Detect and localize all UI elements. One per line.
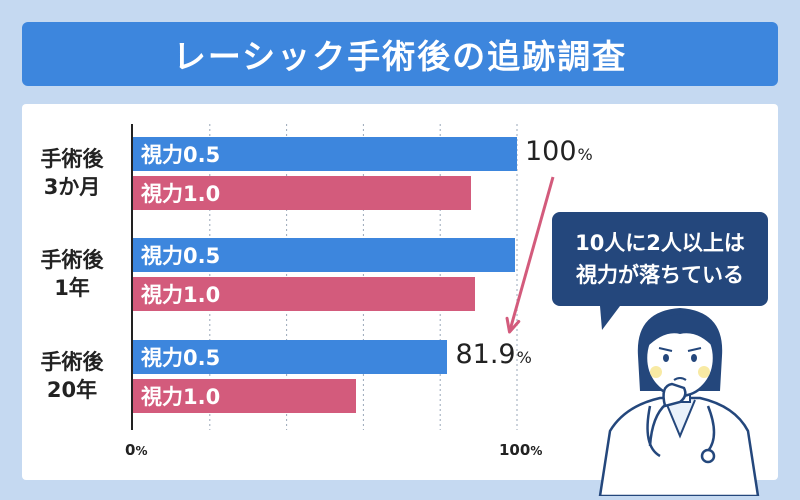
group-label-line: 手術後 (40, 350, 104, 374)
tick-unit: % (135, 444, 148, 458)
group-label-line: 1年 (54, 276, 90, 300)
bar-label: 視力0.5 (141, 143, 221, 167)
lab-coat (598, 396, 760, 496)
arrow-line (508, 176, 555, 333)
tick-unit: % (530, 444, 543, 458)
doctor-illustration (598, 306, 760, 496)
callout-line-1: 10人に2人以上は (575, 231, 745, 255)
bar-vision-10: 視力1.0 (133, 379, 356, 413)
group-label: 手術後 20年 (22, 348, 122, 404)
bar-label: 視力1.0 (141, 283, 221, 307)
bar-vision-10: 視力1.0 (133, 176, 471, 210)
value-annotation: 81.9% (455, 339, 531, 370)
value-annotation: 100% (525, 136, 593, 167)
chart-title: レーシック手術後の追跡調査 (172, 37, 628, 76)
x-tick-label: 100% (499, 441, 542, 459)
bar-vision-05: 視力0.5 (133, 340, 448, 374)
bar-label: 視力0.5 (141, 244, 221, 268)
bar-vision-05: 視力0.5 (133, 238, 516, 272)
callout-bubble: 10人に2人以上は 視力が落ちている (552, 212, 768, 306)
bar-label: 視力1.0 (141, 385, 221, 409)
group-label-line: 手術後 (40, 147, 104, 171)
stethoscope-icon (646, 405, 661, 458)
bar-vision-05: 視力0.5 (133, 137, 517, 171)
tick-number: 0 (125, 441, 136, 459)
title-banner: レーシック手術後の追跡調査 (22, 22, 778, 86)
bar-label: 視力0.5 (141, 346, 221, 370)
x-tick-label: 0% (125, 441, 147, 459)
group-label-line: 3か月 (43, 175, 101, 199)
arrow-head-icon (505, 316, 521, 334)
tick-number: 100 (499, 441, 531, 459)
group-label-line: 20年 (46, 378, 98, 402)
value-unit: % (577, 145, 593, 164)
group-label-line: 手術後 (40, 248, 104, 272)
value-number: 81.9 (455, 339, 516, 370)
hand (662, 382, 687, 408)
bar-label: 視力1.0 (141, 182, 221, 206)
bar-vision-10: 視力1.0 (133, 277, 475, 311)
group-label: 手術後 1年 (22, 246, 122, 302)
shirt-collar (664, 399, 696, 439)
callout-tail (600, 306, 620, 330)
decline-arrow (505, 176, 555, 334)
callout-line-2: 視力が落ちている (576, 263, 744, 287)
value-number: 100 (525, 136, 577, 167)
value-unit: % (516, 348, 532, 367)
arm (648, 403, 667, 447)
group-label: 手術後 3か月 (22, 145, 122, 201)
